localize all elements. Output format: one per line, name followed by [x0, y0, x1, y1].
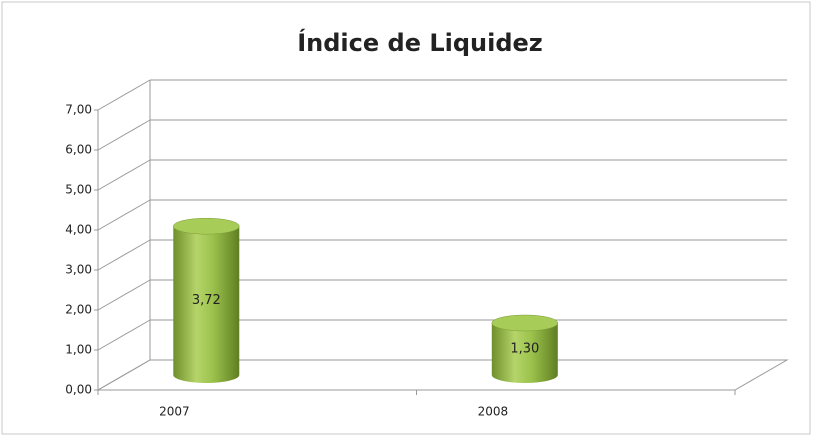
grid-line-side: [97, 119, 151, 151]
grid-line-side: [97, 279, 151, 311]
grid-line-side: [97, 239, 151, 271]
bar: [173, 226, 240, 383]
data-label: 1,30: [510, 342, 539, 357]
bar-top: [491, 314, 559, 332]
y-tick-label: 4,00: [65, 223, 92, 237]
x-tick-label: 2007: [159, 405, 190, 419]
y-tick-label: 1,00: [65, 343, 92, 357]
grid-line-side: [97, 199, 151, 231]
x-tick-label: 2008: [478, 405, 509, 419]
bar: [491, 323, 558, 383]
grid-line-side: [97, 319, 151, 351]
y-tick-label: 7,00: [65, 103, 92, 117]
chart-border: [1, 1, 811, 435]
grid-line-side: [97, 359, 151, 391]
y-tick-label: 5,00: [65, 183, 92, 197]
y-tick-label: 2,00: [65, 303, 92, 317]
y-tick-label: 3,00: [65, 263, 92, 277]
data-label: 3,72: [192, 293, 221, 308]
grid-line-side: [97, 79, 151, 111]
chart-title: Índice de Liquidez: [297, 28, 543, 57]
grid-line-side: [97, 159, 151, 191]
y-tick-label: 0,00: [65, 383, 92, 397]
bar-top: [173, 217, 240, 235]
y-tick-label: 6,00: [65, 143, 92, 157]
